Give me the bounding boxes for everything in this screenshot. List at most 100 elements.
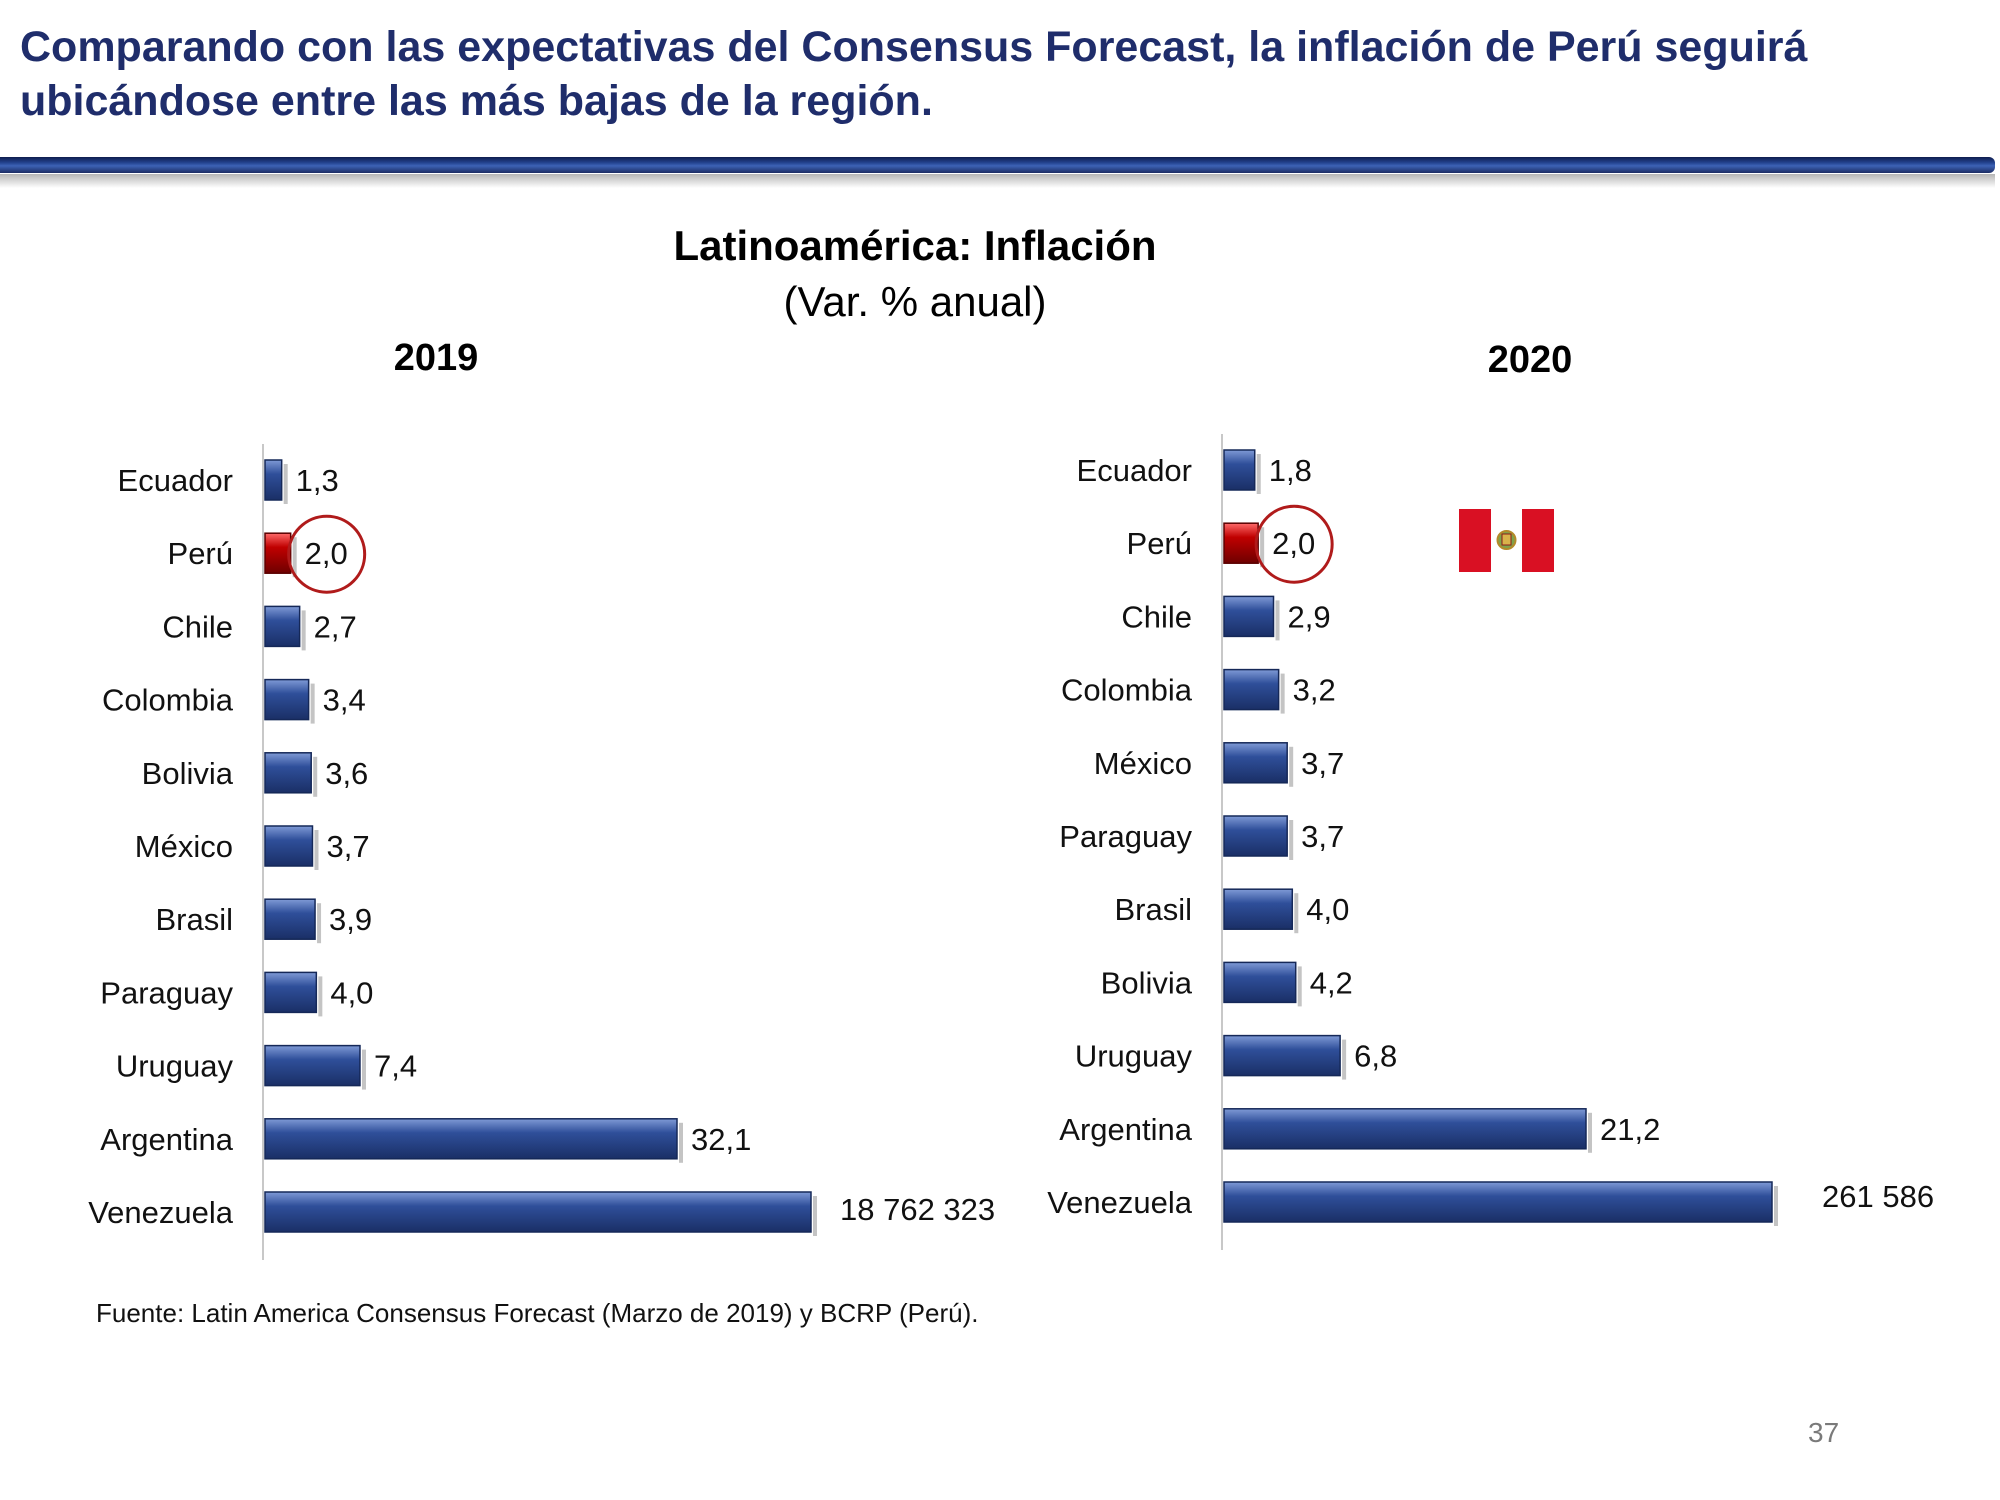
flag-right-band [1522, 509, 1554, 572]
highlight-bar [1223, 522, 1259, 564]
chart-2020: 2020 Ecuador 1,8 Perú 2,0 Chile 2,9 Colombia 3,2… [1047, 339, 1934, 1250]
value-label: 32,1 [691, 1122, 751, 1157]
bar-shadow [1294, 893, 1299, 934]
value-label: 3,7 [326, 829, 369, 864]
bar-shadow [1289, 820, 1294, 860]
value-label: 21,2 [1600, 1112, 1660, 1147]
category-label: Bolivia [1101, 965, 1193, 1000]
category-label: Perú [168, 536, 233, 571]
bar [264, 459, 283, 501]
value-label: 4,0 [1306, 892, 1349, 927]
value-label: 4,2 [1310, 965, 1353, 1000]
category-label: Colombia [102, 683, 234, 718]
chart-2020-year-title: 2020 [1488, 339, 1573, 381]
category-label: Uruguay [1075, 1039, 1193, 1074]
bar [1223, 1181, 1773, 1223]
bar [264, 825, 314, 867]
bar-shadow [1297, 966, 1302, 1007]
bar-shadow [292, 537, 297, 578]
value-label: 6,8 [1354, 1039, 1397, 1074]
bar-shadow [313, 756, 318, 797]
value-label: 2,9 [1288, 599, 1331, 634]
peru-flag-icon [1459, 509, 1554, 572]
title-divider [0, 157, 1995, 173]
title-divider-shadow [0, 174, 1995, 188]
bar [264, 971, 318, 1014]
bar-shadow [1280, 673, 1285, 714]
bar-shadow [283, 464, 288, 504]
category-label: Chile [1121, 599, 1192, 634]
value-label: 3,9 [329, 902, 372, 937]
highlight-circle [1254, 504, 1334, 584]
bar-shadow [310, 683, 315, 724]
chart-2019: 2019 Ecuador 1,3 Perú 2,0 Chile 2,7 Colombia 3,4… [88, 337, 995, 1260]
bar [1223, 449, 1256, 491]
category-label: México [135, 829, 233, 864]
value-label: 1,3 [296, 463, 339, 498]
bar [264, 605, 301, 648]
bar-shadow [1260, 527, 1265, 568]
bar [1223, 888, 1294, 930]
bar-shadow [317, 903, 322, 944]
category-label: Venezuela [88, 1195, 234, 1230]
value-label: 3,7 [1301, 746, 1344, 781]
bar [264, 898, 316, 940]
category-label: Brasil [1114, 892, 1192, 927]
source-note: Fuente: Latin America Consensus Forecast… [96, 1298, 979, 1328]
value-label: 2,0 [1272, 526, 1315, 561]
value-label: 1,8 [1269, 453, 1312, 488]
value-label: 3,7 [1301, 819, 1344, 854]
category-label: Uruguay [116, 1049, 234, 1084]
category-label: Ecuador [1077, 453, 1192, 488]
bar-shadow [1275, 600, 1280, 641]
value-label: 3,2 [1293, 673, 1336, 708]
bar-shadow [679, 1122, 683, 1163]
bar [264, 1191, 812, 1233]
bar [1223, 815, 1288, 857]
highlight-circle [287, 514, 367, 594]
value-label: 18 762 323 [840, 1192, 995, 1227]
bar [264, 1118, 678, 1160]
bar-shadow [813, 1196, 817, 1236]
category-label: Perú [1127, 526, 1192, 561]
category-label: Argentina [1059, 1112, 1192, 1147]
value-label: 3,6 [325, 756, 368, 791]
flag-left-band [1459, 509, 1491, 572]
bar-shadow [1774, 1186, 1778, 1226]
bar [264, 678, 310, 721]
flag-shield [1501, 533, 1512, 546]
category-label: Paraguay [1059, 819, 1192, 854]
bar-shadow [314, 830, 319, 870]
category-label: Argentina [100, 1122, 233, 1157]
chart-subtitle: (Var. % anual) [783, 278, 1047, 325]
value-label: 2,7 [314, 609, 357, 644]
bar-shadow [361, 1049, 366, 1090]
bar-shadow [318, 976, 323, 1017]
bar-shadow [1588, 1112, 1592, 1153]
highlight-bar [264, 532, 292, 574]
bar [1223, 668, 1280, 711]
page-number: 37 [1808, 1417, 1840, 1448]
bar [1223, 961, 1297, 1004]
bar [1223, 595, 1275, 638]
bar [1223, 742, 1288, 784]
category-label: Colombia [1061, 673, 1193, 708]
bar-shadow [1342, 1039, 1347, 1080]
chart-title: Latinoamérica: Inflación [673, 222, 1157, 269]
bar [264, 1044, 361, 1087]
bar-shadow [1289, 746, 1294, 787]
category-label: México [1094, 746, 1192, 781]
value-label: 7,4 [374, 1049, 417, 1084]
value-label: 261 586 [1822, 1179, 1934, 1214]
bar [1223, 1108, 1587, 1150]
bar-shadow [1256, 454, 1261, 494]
value-label: 4,0 [330, 975, 373, 1010]
category-label: Venezuela [1047, 1185, 1193, 1220]
category-label: Chile [162, 609, 233, 644]
category-label: Brasil [155, 902, 233, 937]
category-label: Paraguay [100, 975, 233, 1010]
chart-2019-year-title: 2019 [394, 337, 479, 379]
slide-title: Comparando con las expectativas del Cons… [20, 23, 1808, 125]
bar [264, 752, 312, 794]
value-label: 2,0 [305, 536, 348, 571]
